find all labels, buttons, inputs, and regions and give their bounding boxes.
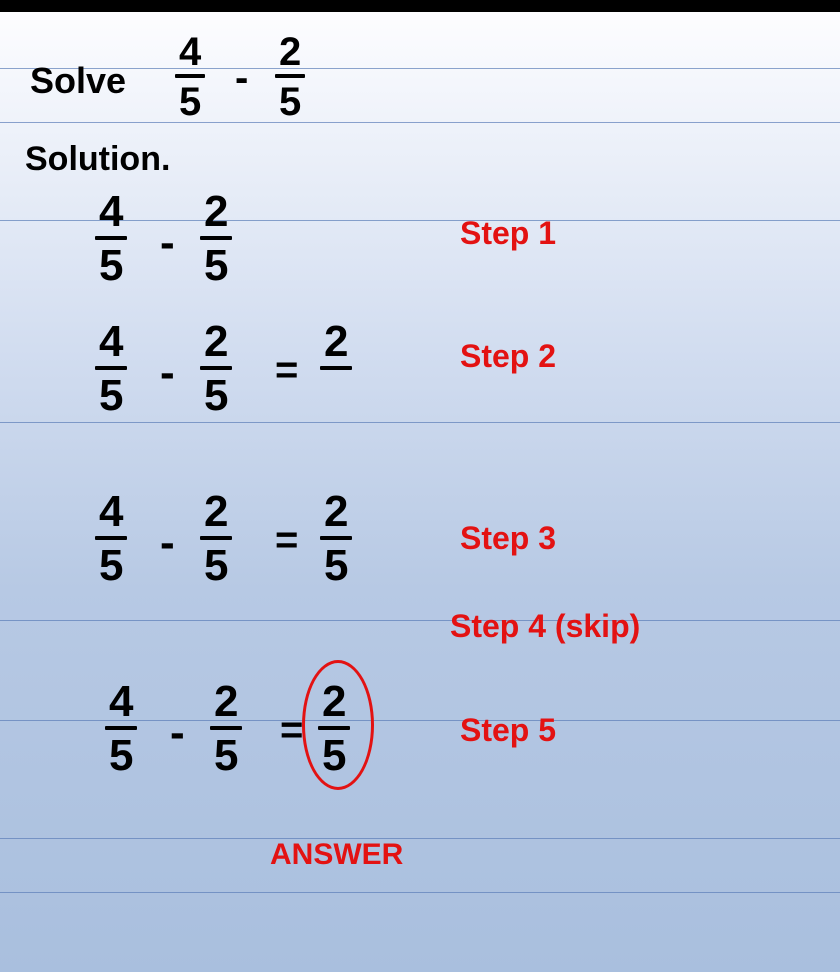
s3-equals: = — [275, 518, 298, 563]
fraction-bar — [200, 236, 232, 240]
answer-circle — [302, 660, 374, 790]
s1-frac-left: 4 5 — [95, 190, 127, 288]
content-layer: Solve 4 5 - 2 5 Solution. 4 5 - 2 5 Step… — [0, 0, 840, 972]
numerator: 4 — [95, 320, 127, 364]
problem-frac-left: 4 5 — [175, 32, 205, 122]
fraction-bar — [175, 74, 205, 78]
s3-minus: - — [160, 518, 175, 568]
numerator: 2 — [320, 490, 352, 534]
step4-label: Step 4 (skip) — [450, 608, 640, 645]
denominator: 5 — [200, 544, 232, 588]
s5-minus: - — [170, 708, 185, 758]
fraction-bar — [95, 366, 127, 370]
fraction-bar — [275, 74, 305, 78]
numerator: 2 — [275, 32, 305, 72]
s5-frac-left: 4 5 — [105, 680, 137, 778]
fraction-bar — [320, 366, 352, 370]
fraction-bar — [320, 536, 352, 540]
page: Solve 4 5 - 2 5 Solution. 4 5 - 2 5 Step… — [0, 0, 840, 972]
fraction-bar — [210, 726, 242, 730]
s1-frac-right: 2 5 — [200, 190, 232, 288]
numerator: 4 — [95, 490, 127, 534]
denominator: 5 — [320, 544, 352, 588]
denominator: 5 — [175, 82, 205, 122]
s5-equals: = — [280, 708, 303, 753]
s2-frac-result: 2 — [320, 320, 352, 418]
s3-frac-result: 2 5 — [320, 490, 352, 588]
denominator: 5 — [210, 734, 242, 778]
s5-frac-right: 2 5 — [210, 680, 242, 778]
problem-minus: - — [235, 56, 248, 101]
s3-frac-left: 4 5 — [95, 490, 127, 588]
numerator: 2 — [320, 320, 352, 364]
step1-label: Step 1 — [460, 215, 556, 252]
denominator: 5 — [275, 82, 305, 122]
numerator: 2 — [200, 490, 232, 534]
s2-minus: - — [160, 348, 175, 398]
numerator: 4 — [95, 190, 127, 234]
s2-frac-left: 4 5 — [95, 320, 127, 418]
fraction-bar — [95, 236, 127, 240]
denominator — [332, 374, 340, 418]
numerator: 2 — [210, 680, 242, 724]
numerator: 4 — [175, 32, 205, 72]
s3-frac-right: 2 5 — [200, 490, 232, 588]
fraction-bar — [95, 536, 127, 540]
numerator: 2 — [200, 320, 232, 364]
numerator: 2 — [200, 190, 232, 234]
fraction-bar — [200, 366, 232, 370]
step2-label: Step 2 — [460, 338, 556, 375]
problem-frac-right: 2 5 — [275, 32, 305, 122]
answer-label: ANSWER — [270, 838, 403, 872]
denominator: 5 — [95, 244, 127, 288]
s2-equals: = — [275, 348, 298, 393]
denominator: 5 — [200, 374, 232, 418]
denominator: 5 — [200, 244, 232, 288]
numerator: 4 — [105, 680, 137, 724]
solve-label: Solve — [30, 60, 126, 102]
denominator: 5 — [95, 374, 127, 418]
step3-label: Step 3 — [460, 520, 556, 557]
s2-frac-right: 2 5 — [200, 320, 232, 418]
step5-label: Step 5 — [460, 712, 556, 749]
fraction-bar — [105, 726, 137, 730]
denominator: 5 — [95, 544, 127, 588]
fraction-bar — [200, 536, 232, 540]
denominator: 5 — [105, 734, 137, 778]
s1-minus: - — [160, 218, 175, 268]
solution-label: Solution. — [25, 140, 170, 179]
